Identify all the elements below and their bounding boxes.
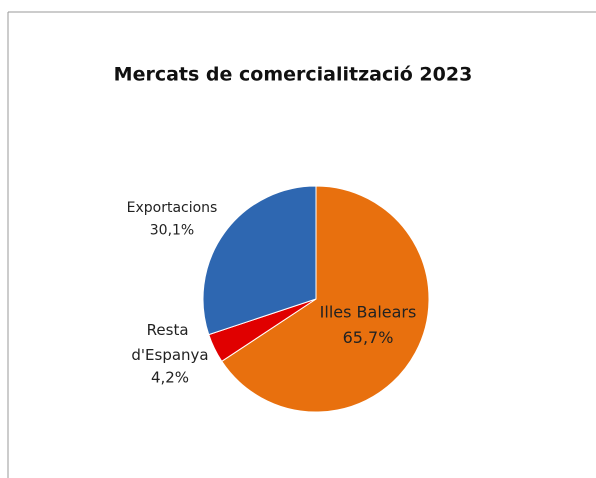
chart-title: Mercats de comercialització 2023 — [114, 64, 473, 86]
slice-label: Resta d'Espanya — [131, 321, 208, 364]
pie-slice — [221, 185, 430, 413]
pie-slice — [202, 185, 317, 336]
slice-label: Illes Balears — [320, 303, 417, 322]
slice-label: Exportacions — [127, 200, 218, 216]
value-label: 65,7% — [343, 328, 394, 347]
value-label: 4,2% — [151, 369, 189, 387]
value-label: 30,1% — [150, 222, 194, 238]
